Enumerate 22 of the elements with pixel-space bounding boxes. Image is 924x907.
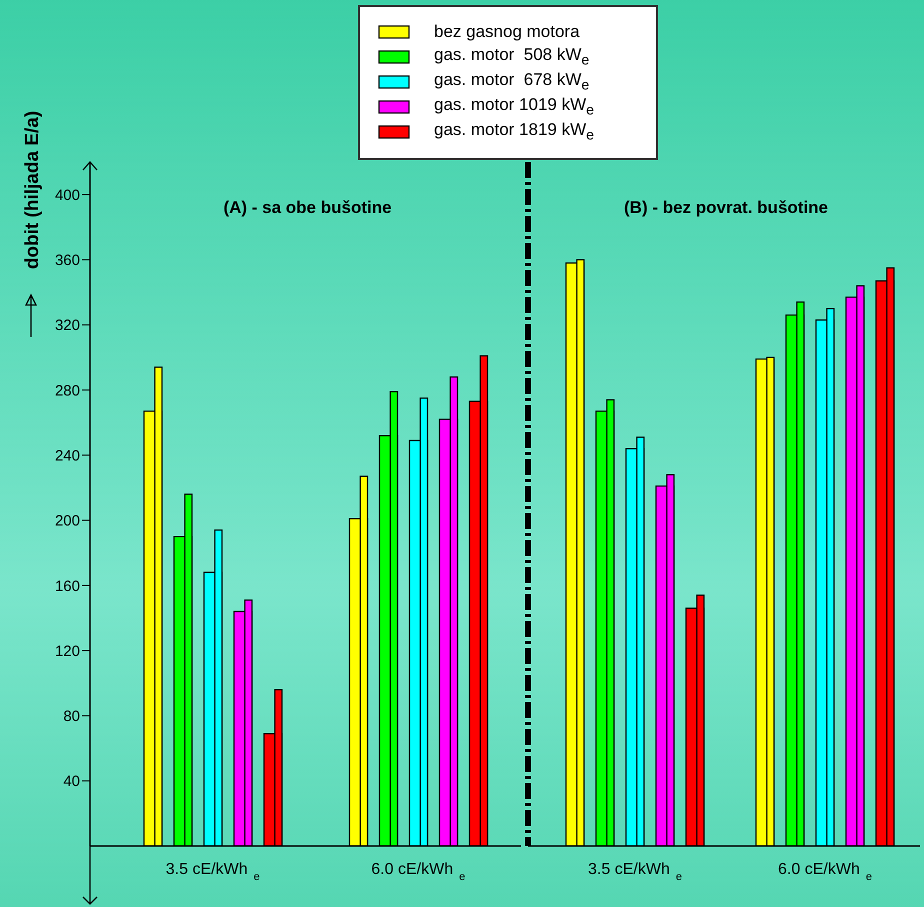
text: (B) - bez povrat. bušotine (623, 198, 829, 218)
x-tick-label: 6.0 cE/kWh$_{e}$ (371, 861, 466, 883)
y-tick-label: 200 (54, 512, 80, 530)
y-axis-title: dobit (hiljada E/a) (22, 110, 44, 270)
y-tick-label: 360 (54, 252, 80, 270)
y-tick-label: 120 (54, 642, 80, 660)
y-tick-label: 400 (54, 186, 80, 204)
y-tick-label: 80 (63, 708, 80, 726)
legend-label: gas. motor 1019 kW$_{e}$ (434, 94, 594, 118)
legend-label: gas. motor 508 kW$_{e}$ (434, 44, 590, 68)
text: (A) - sa obe bušotine (222, 198, 393, 218)
y-tick-label: 160 (54, 578, 80, 595)
legend-label: gas. motor 678 kW$_{e}$ (434, 70, 590, 94)
x-tick-label: 3.5 cE/kWh$_{e}$ (166, 861, 260, 883)
y-tick-label: 280 (54, 382, 80, 400)
y-tick-label: 40 (63, 773, 80, 790)
legend-label: gas. motor 1819 kW$_{e}$ (434, 120, 594, 144)
legend-label: bez gasnog motora (434, 22, 580, 42)
x-tick-label: 3.5 cE/kWh$_{e}$ (588, 861, 682, 883)
x-tick-label: 6.0 cE/kWh$_{e}$ (778, 861, 872, 883)
y-tick-label: 240 (54, 447, 80, 464)
y-tick-label: 320 (54, 317, 80, 334)
